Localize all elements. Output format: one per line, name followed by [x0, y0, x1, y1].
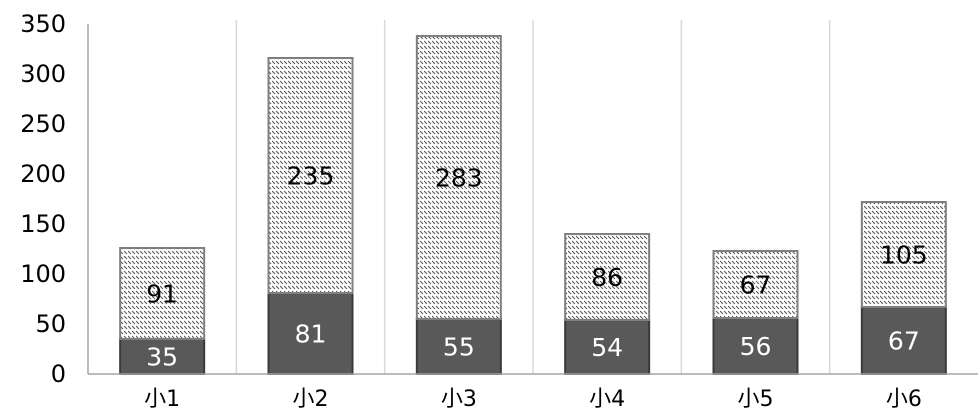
category-separator-lines: [235, 20, 831, 374]
x-category-label: 小2: [293, 387, 329, 412]
y-tick-label: 350: [20, 10, 66, 38]
bar-segment-series-2: [564, 233, 651, 321]
x-category-label: 小3: [441, 387, 477, 412]
bar-segment-series-1: [712, 317, 799, 375]
y-tick-label: 100: [20, 260, 66, 288]
bar-segment-series-2: [119, 247, 206, 340]
bars: 35 91 81 235 55 283 54 86 56 67 67 105: [119, 35, 947, 375]
bar-segment-series-2: [860, 201, 947, 308]
x-category-label: 小6: [886, 387, 922, 412]
data-label: 105: [880, 241, 928, 270]
x-category-label: 小5: [738, 387, 774, 412]
data-label: 91: [146, 280, 178, 309]
data-label: 81: [295, 320, 327, 349]
data-label: 67: [740, 271, 772, 300]
y-tick-label: 200: [20, 160, 66, 188]
x-category-label: 小1: [144, 387, 180, 412]
y-axis: 0 50 100 150 200 250 300 350: [20, 10, 89, 388]
data-label: 56: [740, 332, 772, 361]
data-label: 35: [146, 343, 178, 372]
bar-segment-series-2: [712, 250, 799, 319]
data-label: 54: [591, 333, 623, 362]
bar-segment-series-1: [564, 319, 651, 375]
data-label: 86: [591, 263, 623, 292]
y-tick-label: 50: [35, 310, 66, 338]
data-label: 235: [287, 162, 335, 191]
y-tick-label: 250: [20, 110, 66, 138]
x-category-label: 小4: [589, 387, 625, 412]
data-label: 55: [443, 333, 475, 362]
y-tick-label: 0: [51, 360, 66, 388]
data-label: 283: [435, 164, 483, 193]
x-axis: 小1 小2 小3 小4 小5 小6: [88, 373, 978, 412]
bar-segment-series-2: [415, 35, 502, 320]
y-tick-label: 150: [20, 210, 66, 238]
data-label: 67: [888, 327, 920, 356]
bar-segment-series-2: [267, 57, 354, 294]
bar-segment-series-1: [415, 318, 502, 375]
y-tick-label: 300: [20, 60, 66, 88]
